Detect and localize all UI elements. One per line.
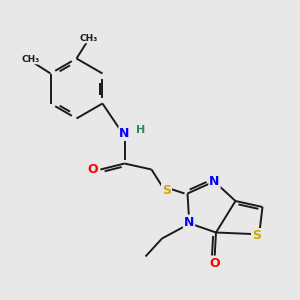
Text: N: N (184, 215, 194, 229)
Text: CH₃: CH₃ (80, 34, 98, 43)
Text: H: H (136, 125, 145, 135)
Text: S: S (252, 229, 261, 242)
Text: N: N (119, 127, 130, 140)
Text: O: O (88, 163, 98, 176)
Text: S: S (162, 184, 171, 197)
Text: O: O (209, 256, 220, 270)
Text: CH₃: CH₃ (21, 55, 40, 64)
Text: N: N (209, 175, 220, 188)
